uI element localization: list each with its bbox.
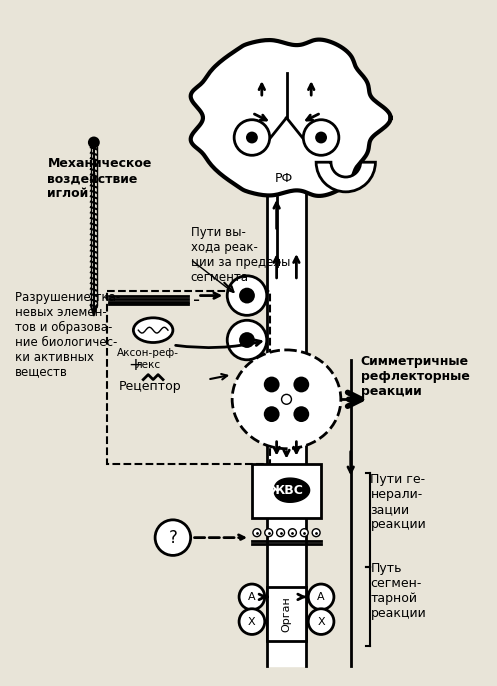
Text: Орган: Орган: [281, 596, 292, 632]
Circle shape: [239, 584, 265, 610]
Circle shape: [293, 406, 309, 422]
Text: РФ: РФ: [274, 172, 293, 185]
Circle shape: [239, 608, 265, 635]
Circle shape: [303, 120, 339, 155]
Ellipse shape: [232, 350, 341, 449]
Text: ?: ?: [168, 529, 177, 547]
Circle shape: [88, 137, 100, 148]
Wedge shape: [316, 162, 375, 192]
Text: -: -: [193, 291, 200, 310]
Circle shape: [282, 394, 291, 404]
Text: Разрушение тка-
невых элемен-
тов и образова-
ние биологичес-
ки активных
вещест: Разрушение тка- невых элемен- тов и обра…: [15, 291, 120, 379]
Circle shape: [293, 377, 309, 392]
Circle shape: [288, 529, 296, 536]
Circle shape: [300, 529, 308, 536]
Ellipse shape: [133, 318, 173, 342]
Polygon shape: [191, 40, 391, 196]
Circle shape: [246, 132, 258, 143]
Circle shape: [264, 406, 280, 422]
Circle shape: [253, 529, 261, 536]
Circle shape: [308, 608, 334, 635]
Bar: [107, 291, 270, 464]
Text: ЖВС: ЖВС: [269, 484, 304, 497]
Text: Путь
сегмен-
тарной
реакции: Путь сегмен- тарной реакции: [370, 563, 426, 620]
Circle shape: [227, 320, 267, 359]
Text: А: А: [317, 592, 325, 602]
Circle shape: [315, 132, 327, 143]
Circle shape: [308, 584, 334, 610]
Text: Аксон-реф-
лекс: Аксон-реф- лекс: [117, 348, 179, 370]
Circle shape: [277, 529, 284, 536]
Bar: [252, 464, 321, 518]
Circle shape: [227, 276, 267, 316]
Circle shape: [312, 529, 320, 536]
Circle shape: [239, 287, 255, 303]
Text: Х: Х: [248, 617, 256, 626]
Text: Пути вы-
хода реак-
ции за пределы
сегмента: Пути вы- хода реак- ции за пределы сегме…: [191, 226, 290, 285]
Text: А: А: [248, 592, 256, 602]
Text: Симметричные
рефлекторные
реакции: Симметричные рефлекторные реакции: [361, 355, 470, 398]
Circle shape: [234, 120, 270, 155]
Circle shape: [265, 529, 273, 536]
Circle shape: [239, 332, 255, 348]
Text: +: +: [128, 356, 142, 374]
Circle shape: [155, 520, 191, 556]
Text: Механическое
воздействие
иглой: Механическое воздействие иглой: [47, 157, 152, 200]
Bar: [267, 587, 306, 641]
Text: Пути ге-
нерали-
зации
реакции: Пути ге- нерали- зации реакции: [370, 473, 426, 532]
Text: Рецептор: Рецептор: [119, 379, 181, 392]
Polygon shape: [274, 478, 310, 502]
Polygon shape: [267, 157, 306, 666]
Circle shape: [264, 377, 280, 392]
Text: Х: Х: [317, 617, 325, 626]
